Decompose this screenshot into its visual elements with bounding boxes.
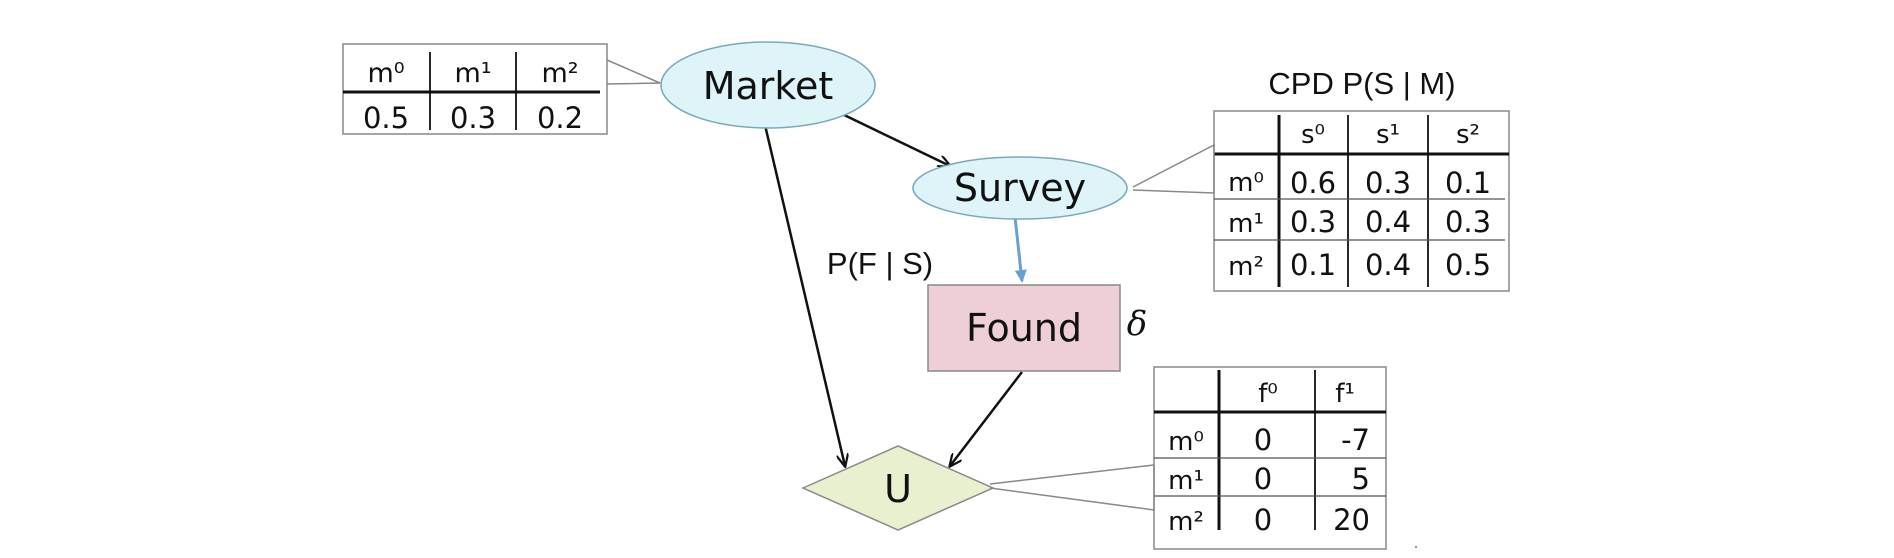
market-node: Market bbox=[660, 41, 876, 129]
market-table-value-m2: 0.2 bbox=[537, 101, 583, 135]
edge-survey-found bbox=[1013, 216, 1027, 283]
decision-rule-symbol: δ bbox=[1127, 304, 1147, 344]
utility-table-connector bbox=[989, 464, 1155, 511]
survey-table-cell: 0.4 bbox=[1365, 248, 1411, 282]
utility-table-cell: 5 bbox=[1352, 462, 1370, 496]
survey-cpd-table: s⁰ s¹ s² m⁰ 0.6 0.3 0.1 m¹ 0.3 0.4 0.3 m… bbox=[1213, 110, 1510, 292]
market-table-connector bbox=[606, 59, 661, 85]
utility-table-col-f0: f⁰ bbox=[1258, 379, 1278, 409]
survey-table-cell: 0.1 bbox=[1445, 166, 1491, 200]
survey-table-cell: 0.1 bbox=[1290, 248, 1336, 282]
survey-table-connector bbox=[1132, 143, 1215, 194]
utility-table: f⁰ f¹ m⁰ 0 -7 m¹ 0 5 m² 0 20 bbox=[1153, 366, 1387, 550]
market-table-header-m1: m¹ bbox=[454, 58, 491, 89]
survey-table-cell: 0.3 bbox=[1365, 166, 1411, 200]
survey-table-col-s0: s⁰ bbox=[1301, 120, 1325, 150]
utility-table-row-label: m¹ bbox=[1168, 466, 1204, 496]
found-node: Found bbox=[927, 284, 1121, 372]
market-table-header-m2: m² bbox=[541, 58, 578, 89]
utility-table-cell: 0 bbox=[1254, 423, 1272, 457]
utility-table-col-f1: f¹ bbox=[1335, 379, 1355, 409]
utility-table-cell: -7 bbox=[1341, 423, 1370, 457]
edge-market-utility bbox=[763, 124, 845, 466]
utility-table-cell: 0 bbox=[1254, 462, 1272, 496]
survey-table-col-s2: s² bbox=[1456, 120, 1480, 150]
survey-node: Survey bbox=[912, 156, 1128, 220]
survey-node-label: Survey bbox=[954, 166, 1086, 210]
survey-table-cell: 0.5 bbox=[1445, 248, 1491, 282]
market-table-header-m0: m⁰ bbox=[367, 58, 404, 89]
utility-node: U bbox=[801, 445, 995, 531]
stray-dot bbox=[1414, 545, 1418, 549]
edge-found-utility bbox=[950, 371, 1023, 466]
survey-table-row-label: m⁰ bbox=[1228, 168, 1264, 198]
market-table-value-m1: 0.3 bbox=[450, 101, 496, 135]
survey-table-row-label: m¹ bbox=[1228, 209, 1264, 239]
survey-table-cell: 0.4 bbox=[1365, 205, 1411, 239]
market-node-label: Market bbox=[703, 64, 834, 108]
found-node-label: Found bbox=[966, 306, 1082, 350]
survey-table-cell: 0.6 bbox=[1290, 166, 1336, 200]
utility-table-row-label: m² bbox=[1168, 507, 1204, 537]
survey-table-col-s1: s¹ bbox=[1376, 120, 1400, 150]
market-prior-table: m⁰ m¹ m² 0.5 0.3 0.2 bbox=[342, 43, 608, 135]
survey-table-row-label: m² bbox=[1228, 252, 1264, 282]
utility-node-label: U bbox=[884, 467, 912, 511]
utility-table-cell: 20 bbox=[1333, 503, 1370, 537]
utility-table-cell: 0 bbox=[1254, 503, 1272, 537]
policy-label: P(F | S) bbox=[827, 246, 933, 281]
survey-table-cell: 0.3 bbox=[1290, 205, 1336, 239]
cpd-title: CPD P(S | M) bbox=[1268, 66, 1455, 101]
utility-table-row-label: m⁰ bbox=[1168, 427, 1204, 457]
edge-market-survey bbox=[839, 111, 950, 166]
market-table-value-m0: 0.5 bbox=[363, 101, 409, 135]
survey-table-cell: 0.3 bbox=[1445, 205, 1491, 239]
